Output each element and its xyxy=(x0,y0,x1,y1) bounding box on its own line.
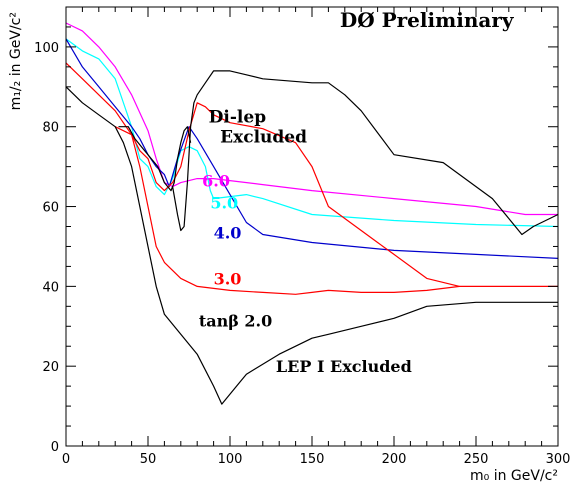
x-tick-label: 0 xyxy=(62,452,70,467)
x-tick-label: 250 xyxy=(464,452,489,467)
annotation-8: LEP I Excluded xyxy=(276,357,412,376)
annotation-2: Excluded xyxy=(220,128,307,148)
y-tick-label: 20 xyxy=(42,360,59,375)
x-tick-label: 50 xyxy=(140,452,157,467)
series-layer xyxy=(65,22,559,405)
y-tick-label: 0 xyxy=(51,440,59,455)
annotation-3: 6.0 xyxy=(202,172,230,191)
x-tick-label: 200 xyxy=(382,452,407,467)
annotation-5: 4.0 xyxy=(214,223,242,242)
y-tick-label: 40 xyxy=(42,280,59,295)
axes-layer: 0 50 100 150 200 250 300 0 20 40 60 80 100 m₀ in GeV/… xyxy=(8,6,571,484)
series-line-3 xyxy=(65,62,558,287)
series-line-6 xyxy=(172,70,559,236)
annotation-4: 5.0 xyxy=(210,194,238,213)
y-tick-label: 60 xyxy=(42,201,59,216)
annotation-0: DØ Preliminary xyxy=(340,8,515,32)
annotation-1: Di-lep xyxy=(209,108,267,128)
y-axis-title: m₁/₂ in GeV/c² xyxy=(8,12,24,110)
series-line-7 xyxy=(118,126,192,192)
y-tick-label: 100 xyxy=(34,41,59,56)
annotation-7: tanβ 2.0 xyxy=(199,311,272,330)
x-axis-title: m₀ in GeV/c² xyxy=(470,468,558,484)
x-tick-label: 150 xyxy=(300,452,325,467)
x-tick-label: 300 xyxy=(546,452,571,467)
series-line-4 xyxy=(114,126,460,295)
series-line-0 xyxy=(65,22,558,216)
y-tick-label: 80 xyxy=(42,121,59,136)
x-tick-label: 100 xyxy=(218,452,243,467)
annotation-6: 3.0 xyxy=(214,269,242,288)
series-line-5 xyxy=(65,86,558,405)
